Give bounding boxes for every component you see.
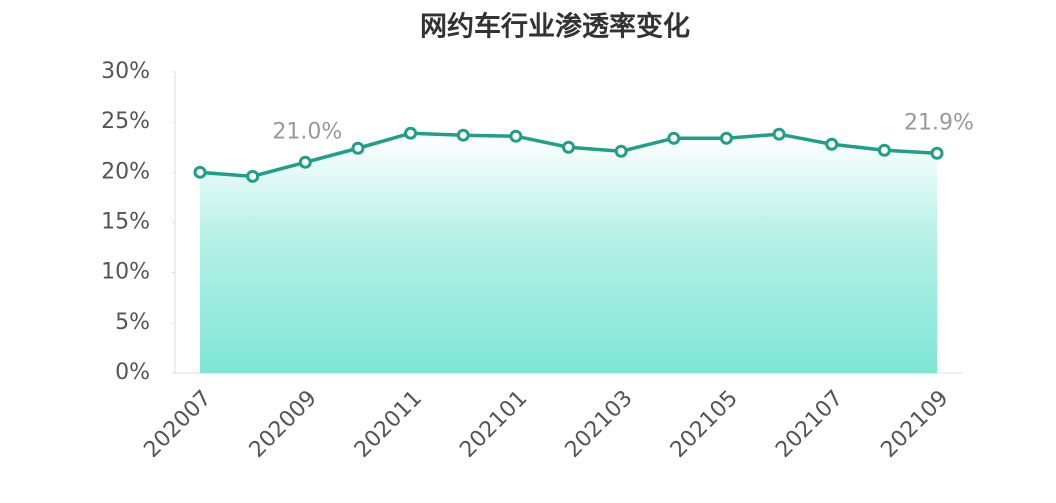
x-tick-label: 202011: [350, 386, 427, 463]
y-tick-label: 10%: [101, 260, 150, 285]
y-tick-label: 25%: [101, 109, 150, 134]
point: [614, 144, 628, 158]
x-tick-label: 202105: [666, 386, 743, 463]
point: [930, 146, 944, 160]
point: [193, 165, 207, 179]
data-label: 21.9%: [904, 110, 974, 135]
x-tick-label: 202107: [771, 386, 848, 463]
point: [877, 143, 891, 157]
data-label: 21.0%: [272, 119, 342, 144]
point: [351, 141, 365, 155]
x-tick-label: 202007: [139, 386, 216, 463]
point: [562, 140, 575, 154]
point: [298, 155, 312, 169]
point: [719, 131, 733, 145]
x-tick-label: 202103: [561, 386, 638, 463]
point: [667, 131, 681, 145]
point: [825, 137, 839, 151]
point: [404, 126, 418, 140]
y-tick-label: 15%: [101, 210, 150, 235]
point: [772, 127, 786, 141]
x-tick-label: 202101: [455, 386, 532, 463]
x-tick-label: 202109: [876, 386, 953, 463]
point: [456, 128, 470, 142]
y-tick-label: 30%: [101, 59, 150, 84]
point: [509, 129, 523, 143]
x-tick-label: 202009: [245, 386, 322, 463]
point: [246, 169, 260, 183]
y-tick-label: 20%: [101, 159, 150, 184]
area: [200, 133, 937, 373]
y-tick-label: 5%: [115, 310, 150, 335]
y-tick-label: 0%: [115, 360, 150, 385]
chart-title: 网约车行业渗透率变化: [420, 11, 690, 43]
